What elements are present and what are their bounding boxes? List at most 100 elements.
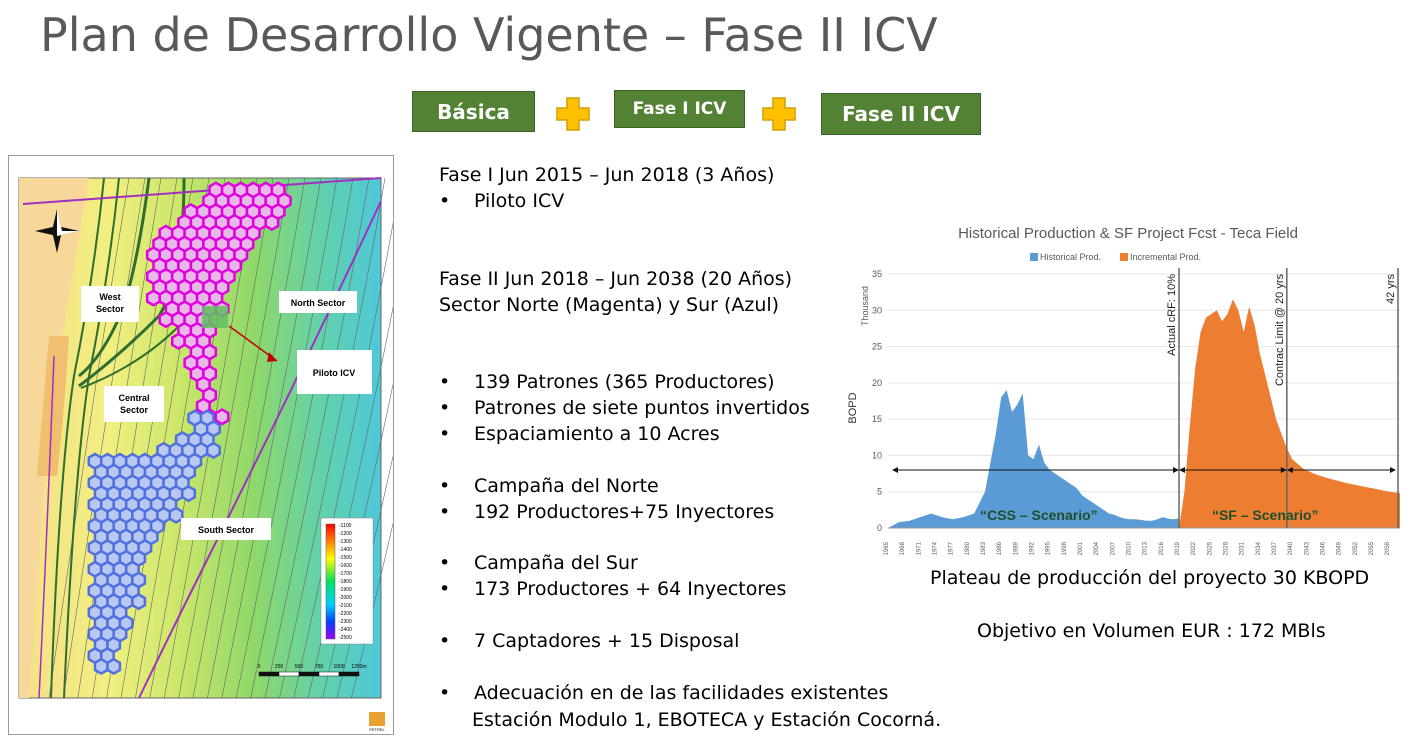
- hex-pattern: [264, 213, 280, 232]
- west-sector-label: Sector: [96, 304, 125, 314]
- hex-pattern: [145, 289, 161, 307]
- scale-label: 250: [275, 664, 284, 670]
- y-tick-label: 25: [872, 342, 882, 352]
- scale-label: 0: [258, 664, 261, 670]
- plus-icon: [762, 97, 796, 131]
- vertical-marker-label: Contrac Limit @ 20 yrs: [1274, 274, 1286, 387]
- hex-pattern: [214, 408, 230, 426]
- x-tick-label: 2004: [1094, 541, 1100, 555]
- sf-scenario-label: “SF – Scenario”: [1212, 507, 1319, 523]
- bullet-item: • 139 Patrones (365 Productores): [439, 371, 775, 393]
- x-tick-label: 2013: [1143, 541, 1149, 555]
- bullet-item: • Campaña del Sur: [439, 552, 638, 574]
- fase2-button[interactable]: Fase II ICV: [821, 93, 981, 135]
- x-tick-label: 1998: [1062, 541, 1068, 555]
- y-tick-label: 0: [877, 523, 882, 533]
- bullet-continuation: Estación Modulo 1, EBOTECA y Estación Co…: [472, 709, 942, 731]
- x-tick-label: 1980: [965, 541, 971, 555]
- legend-historical: Historical Prod.: [1040, 252, 1101, 262]
- x-tick-label: 2046: [1321, 541, 1327, 555]
- objetivo-caption: Objetivo en Volumen EUR : 172 MBls: [977, 620, 1326, 642]
- vertical-marker-label: 42 yrs: [1385, 274, 1397, 304]
- x-tick-label: 2049: [1337, 541, 1343, 555]
- x-tick-label: 2055: [1369, 541, 1375, 555]
- x-tick-label: 2007: [1110, 541, 1116, 555]
- bullet-item: • 7 Captadores + 15 Disposal: [439, 630, 740, 652]
- legend-swatch-historical: [1030, 253, 1038, 261]
- bullet-item: • Patrones de siete puntos invertidos: [439, 397, 810, 419]
- bullet-item: • Adecuación en de las facilidades existe…: [439, 682, 889, 704]
- hex-pattern: [168, 506, 184, 524]
- y-tick-label: 15: [872, 414, 882, 424]
- petrel-logo: PETREL: [369, 727, 385, 732]
- bullet-item: • Piloto ICV: [439, 190, 565, 212]
- x-tick-label: 1995: [1046, 541, 1052, 555]
- x-tick-label: 2016: [1159, 541, 1165, 555]
- legend-value: -2400: [339, 627, 352, 633]
- central-sector-label: Central: [118, 393, 149, 403]
- x-tick-label: 2052: [1353, 541, 1359, 555]
- west-sector-label: West: [99, 292, 120, 302]
- legend-swatch-incremental: [1120, 253, 1128, 261]
- bullet-item: • Campaña del Norte: [439, 475, 659, 497]
- hex-pattern: [205, 441, 221, 460]
- chart-title: Historical Production & SF Project Fcst …: [958, 225, 1298, 242]
- y-axis-label: BOPD: [847, 392, 859, 423]
- x-tick-label: 2040: [1288, 541, 1294, 555]
- hex-pattern: [106, 657, 122, 676]
- y-unit-label: Thousand: [860, 286, 870, 326]
- x-tick-label: 2028: [1224, 541, 1230, 555]
- south-sector-label: South Sector: [198, 525, 255, 535]
- x-tick-label: 2022: [1191, 541, 1197, 555]
- plus-icon: [556, 97, 590, 131]
- hex-pattern: [93, 657, 109, 676]
- fase1-button[interactable]: Fase I ICV: [614, 90, 745, 128]
- x-tick-label: 2001: [1078, 541, 1084, 555]
- x-tick-label: 2025: [1207, 541, 1213, 555]
- x-tick-label: 1968: [900, 541, 906, 555]
- bullet-item: • 192 Productores+75 Inyectores: [439, 501, 775, 523]
- x-tick-label: 2034: [1256, 541, 1262, 555]
- x-tick-label: 1989: [1013, 541, 1019, 555]
- page-title: Plan de Desarrollo Vigente – Fase II ICV: [40, 8, 938, 62]
- y-tick-label: 30: [872, 305, 882, 315]
- hex-pattern: [170, 332, 186, 350]
- scale-label: 1000: [333, 664, 344, 670]
- x-tick-label: 2043: [1304, 541, 1310, 555]
- legend-value: -2500: [339, 635, 352, 641]
- legend-value: -1100: [339, 523, 352, 529]
- legend: Historical Prod. Incremental Prod.: [1030, 252, 1201, 262]
- basica-button[interactable]: Básica: [412, 91, 535, 132]
- vertical-marker-label: Actual cRF: 10%: [1166, 274, 1178, 356]
- scale-label: 500: [295, 664, 304, 670]
- y-tick-label: 20: [872, 378, 882, 388]
- series-historical-area: [888, 390, 1180, 528]
- series-incremental-area: [1179, 299, 1400, 528]
- central-sector-label: Sector: [120, 405, 149, 415]
- hex-pattern: [131, 592, 147, 611]
- x-tick-label: 2031: [1240, 541, 1246, 555]
- piloto-label: Piloto ICV: [313, 368, 356, 378]
- scale-label: 1250m: [351, 664, 366, 670]
- legend-value: -1400: [339, 547, 352, 553]
- legend-value: -2200: [339, 611, 352, 617]
- legend-value: -1300: [339, 539, 352, 545]
- fase2-line2: Sector Norte (Magenta) y Sur (Azul): [439, 294, 780, 316]
- x-tick-label: 1971: [916, 541, 922, 555]
- fase2-line1: Fase II Jun 2018 – Jun 2038 (20 Años): [439, 268, 793, 290]
- x-tick-label: 2037: [1272, 541, 1278, 555]
- css-scenario-label: “CSS – Scenario”: [980, 507, 1098, 523]
- fase1-line: Fase I Jun 2015 – Jun 2018 (3 Años): [439, 164, 775, 186]
- legend-value: -1500: [339, 555, 352, 561]
- legend-value: -1800: [339, 579, 352, 585]
- hex-pattern: [158, 310, 174, 329]
- legend-value: -2100: [339, 603, 352, 609]
- y-tick-label: 10: [872, 450, 882, 460]
- x-tick-label: 1965: [884, 541, 890, 555]
- hex-pattern: [181, 484, 197, 503]
- compass-icon: [35, 209, 79, 253]
- north-sector-label: North Sector: [291, 298, 346, 308]
- scale-label: 750: [315, 664, 324, 670]
- y-tick-label: 35: [872, 269, 882, 279]
- legend-value: -1200: [339, 531, 352, 537]
